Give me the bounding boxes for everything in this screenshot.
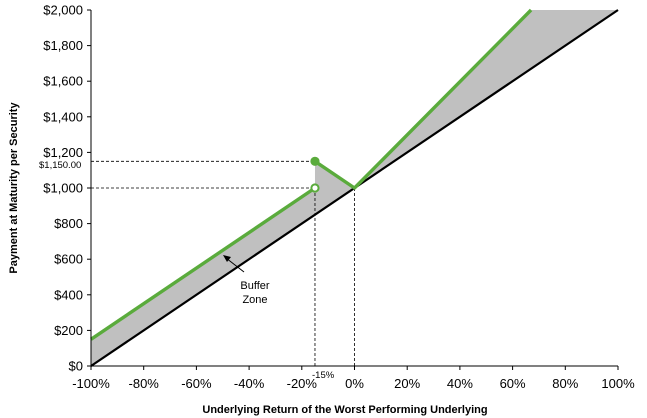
payoff-line-above-buffer bbox=[314, 8, 533, 190]
buffer-zone-label-line2: Zone bbox=[242, 294, 267, 306]
series-lines bbox=[90, 8, 619, 367]
x-tick-label: 20% bbox=[394, 376, 420, 391]
marker-filled bbox=[310, 156, 320, 166]
x-tick-label: -60% bbox=[181, 376, 212, 391]
markers bbox=[310, 156, 320, 193]
y-tick-label: $0 bbox=[69, 359, 83, 374]
y-tick-label: $1,600 bbox=[43, 74, 83, 89]
x-tick-label: -40% bbox=[234, 376, 265, 391]
y-axis-title: Payment at Maturity per Security bbox=[8, 102, 20, 274]
marker-open bbox=[310, 183, 320, 193]
axes bbox=[87, 9, 619, 370]
y-tick-label: $2,000 bbox=[43, 3, 83, 18]
y-value-label: $1,150.00 bbox=[39, 160, 81, 171]
reference-lines bbox=[91, 160, 355, 366]
x-axis-title: Underlying Return of the Worst Performin… bbox=[202, 404, 487, 416]
x-tick-label: 0% bbox=[345, 376, 364, 391]
buffer-zone-arrowhead bbox=[223, 255, 231, 262]
y-tick-label: $400 bbox=[54, 287, 83, 302]
y-tick-label: $800 bbox=[54, 216, 83, 231]
x-tick-label: -20% bbox=[287, 376, 318, 391]
x-tick-label: 40% bbox=[447, 376, 473, 391]
x-tick-label: -80% bbox=[129, 376, 160, 391]
y-tick-label: $1,200 bbox=[43, 145, 83, 160]
buffer-zone-label-line1: Buffer bbox=[240, 280, 269, 292]
x-value-label: -15% bbox=[312, 370, 335, 381]
y-tick-label: $600 bbox=[54, 252, 83, 267]
x-tick-label: 100% bbox=[601, 376, 635, 391]
y-tick-label: $1,800 bbox=[43, 38, 83, 53]
x-tick-label: 80% bbox=[552, 376, 578, 391]
y-tick-label: $1,000 bbox=[43, 181, 83, 196]
y-tick-label: $1,400 bbox=[43, 109, 83, 124]
x-tick-label: -100% bbox=[72, 376, 110, 391]
y-tick-label: $200 bbox=[54, 323, 83, 338]
tick-labels: $0 $200 $400 $600 $800 $1,000 $1,200 $1,400 $1,6… bbox=[43, 3, 635, 392]
buffer-zone-arrow bbox=[225, 257, 245, 273]
buffer-zone-area-left bbox=[91, 188, 315, 366]
x-tick-label: 60% bbox=[500, 376, 526, 391]
payoff-line-below-buffer bbox=[90, 186, 316, 341]
